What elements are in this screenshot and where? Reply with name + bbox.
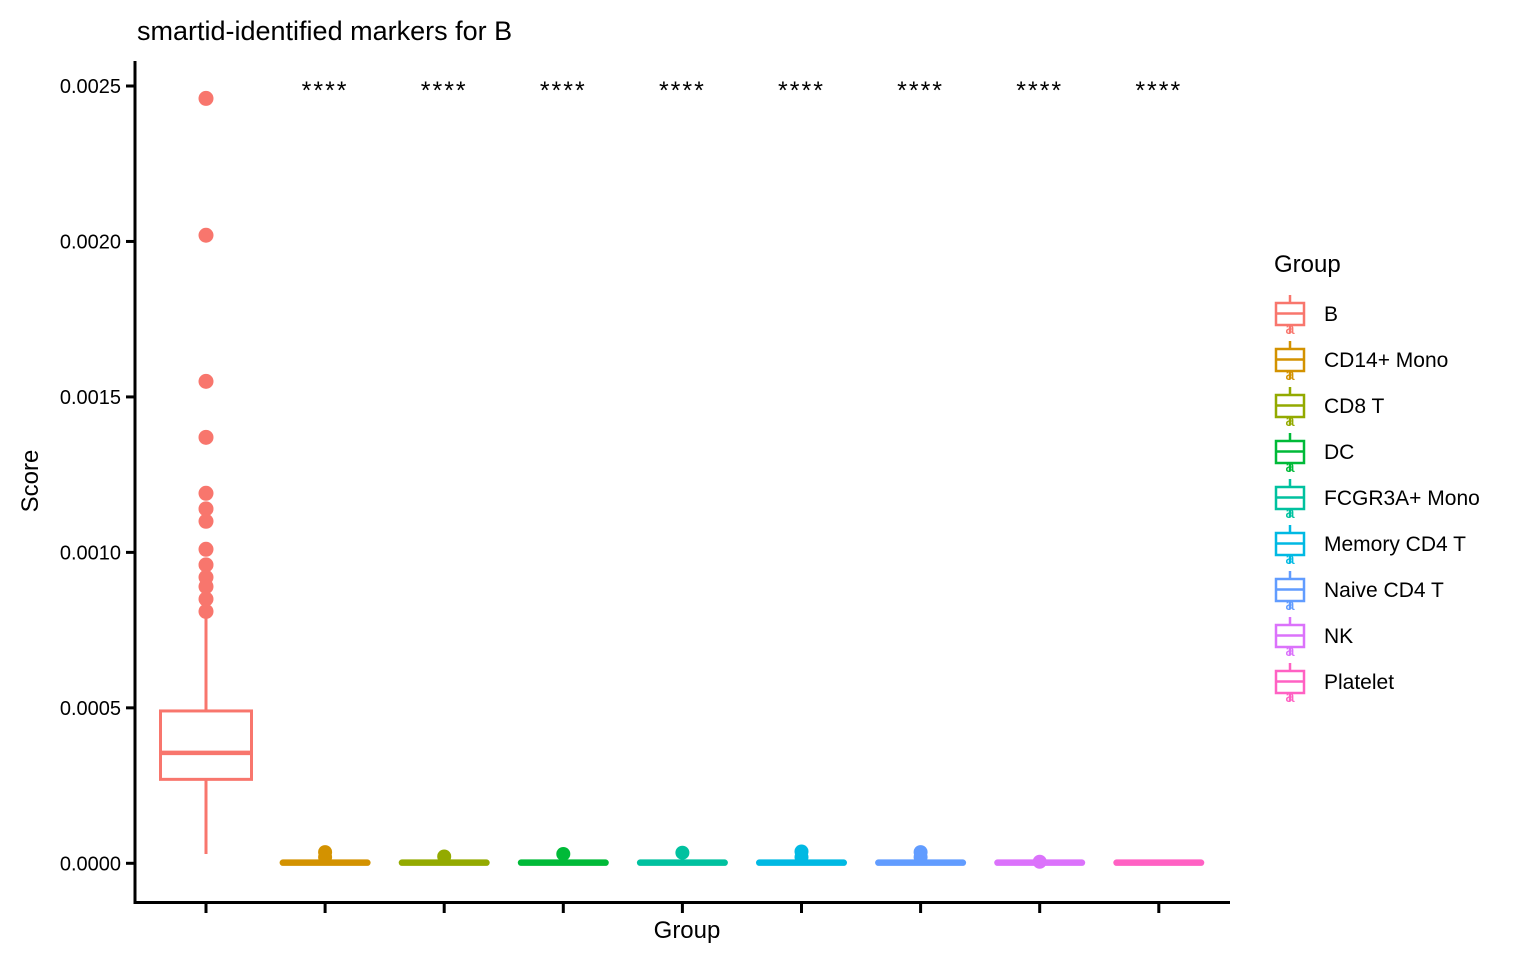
legend-key-boxplot-icon: a	[1274, 341, 1306, 384]
svg-text:a: a	[1285, 549, 1295, 568]
outlier-point	[198, 579, 214, 595]
boxplot-box	[159, 709, 253, 781]
significance-stars: ****	[1016, 77, 1063, 105]
svg-text:a: a	[1285, 595, 1295, 614]
svg-text:a: a	[1285, 457, 1295, 476]
legend-entry: a NK	[1270, 614, 1480, 660]
boxplot-box	[517, 859, 609, 866]
legend-entry: a Naive CD4 T	[1270, 568, 1480, 614]
legend-entry: a CD8 T	[1270, 384, 1480, 430]
legend-key-boxplot-icon: a	[1274, 663, 1306, 706]
significance-stars: ****	[897, 77, 944, 105]
y-tick-label: 0.0010	[60, 542, 121, 564]
outlier-point	[198, 485, 214, 501]
legend-key-boxplot-icon: a	[1274, 479, 1306, 522]
svg-text:a: a	[1285, 319, 1295, 338]
boxplot-box	[994, 859, 1086, 866]
y-tick-label: 0.0020	[60, 231, 121, 253]
significance-stars: ****	[302, 77, 349, 105]
legend-entry: a Platelet	[1270, 660, 1480, 706]
x-axis-title: Group	[653, 917, 721, 944]
outlier-point	[198, 591, 214, 607]
significance-stars: ****	[1135, 77, 1182, 105]
legend-key-boxplot-icon: a	[1274, 525, 1306, 568]
legend-key-boxplot-icon: a	[1274, 617, 1306, 660]
legend-label: FCGR3A+ Mono	[1324, 487, 1480, 510]
boxplot-box	[279, 859, 371, 866]
outlier-point	[198, 501, 214, 517]
plot-title: smartid-identified markers for B	[137, 16, 513, 46]
outlier-point	[675, 845, 690, 860]
boxplot-box	[636, 859, 728, 866]
legend-entry: a Memory CD4 T	[1270, 522, 1480, 568]
outlier-point	[198, 541, 214, 557]
outlier-point	[198, 603, 214, 619]
legend-key-boxplot-icon: a	[1274, 295, 1306, 338]
legend-label: CD14+ Mono	[1324, 349, 1449, 372]
outlier-point	[198, 513, 214, 529]
legend-entry: a DC	[1270, 430, 1480, 476]
boxplot-box	[875, 859, 967, 866]
legend-label: DC	[1324, 441, 1355, 464]
svg-text:a: a	[1285, 687, 1295, 706]
legend-label: Platelet	[1324, 671, 1395, 694]
legend-label: B	[1324, 303, 1339, 326]
y-tick-label: 0.0005	[60, 698, 121, 720]
outlier-point	[198, 429, 214, 445]
outlier-point	[198, 557, 214, 573]
svg-text:a: a	[1285, 411, 1295, 430]
svg-text:a: a	[1285, 365, 1295, 384]
legend-label: Memory CD4 T	[1324, 533, 1466, 556]
legend-entry: a CD14+ Mono	[1270, 338, 1480, 384]
outlier-point	[198, 373, 214, 389]
significance-stars: ****	[778, 77, 825, 105]
legend-title: Group	[1274, 251, 1341, 278]
outlier-point	[198, 90, 214, 106]
svg-text:a: a	[1285, 503, 1295, 522]
legend-label: Naive CD4 T	[1324, 579, 1444, 602]
significance-stars: ****	[540, 77, 587, 105]
legend-key-boxplot-icon: a	[1274, 433, 1306, 476]
legend-key-boxplot-icon: a	[1274, 571, 1306, 614]
legend-key-boxplot-icon: a	[1274, 387, 1306, 430]
y-tick-label: 0.0000	[60, 853, 121, 875]
svg-text:a: a	[1285, 641, 1295, 660]
y-tick-label: 0.0025	[60, 76, 121, 98]
boxplot-box	[398, 859, 490, 866]
legend-entry: a FCGR3A+ Mono	[1270, 476, 1480, 522]
boxplot-box	[1113, 859, 1205, 866]
significance-stars: ****	[659, 77, 706, 105]
y-tick-label: 0.0015	[60, 387, 121, 409]
significance-stars: ****	[421, 77, 468, 105]
boxplot-box	[756, 859, 847, 866]
outlier-point	[556, 846, 571, 861]
legend-label: NK	[1324, 625, 1354, 648]
outlier-point	[198, 227, 214, 243]
legend-label: CD8 T	[1324, 395, 1385, 418]
